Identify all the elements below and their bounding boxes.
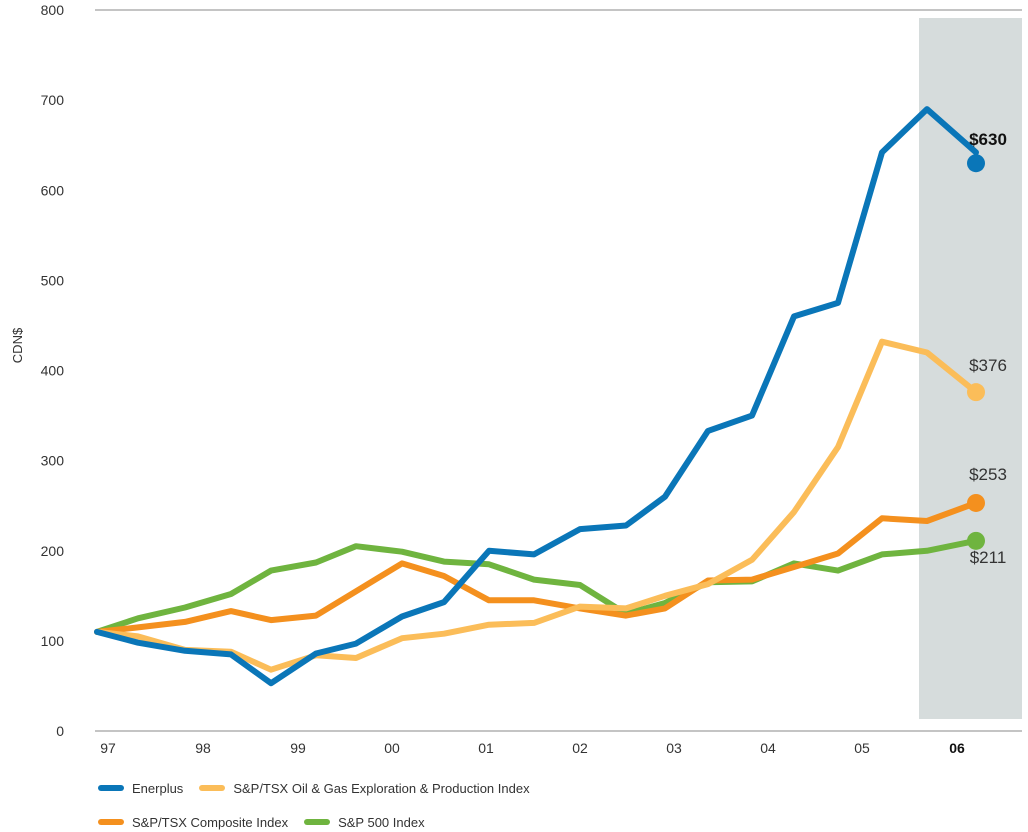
end-label-0: $630	[969, 130, 1007, 149]
legend-swatch-sp500	[304, 819, 331, 825]
x-tick-label: 06	[949, 740, 965, 756]
end-markers	[967, 154, 985, 550]
y-tick-label: 400	[41, 363, 65, 379]
x-tick-label: 00	[384, 740, 400, 756]
highlight-band-2006	[919, 18, 1022, 719]
y-tick-label: 100	[41, 633, 65, 649]
series-line-3	[94, 537, 979, 635]
legend-label-oil-gas: S&P/TSX Oil & Gas Exploration & Producti…	[233, 780, 530, 796]
legend-item-enerplus: Enerplus	[98, 781, 183, 796]
y-axis-label: CDN$	[10, 327, 25, 363]
end-marker-1	[967, 383, 985, 402]
legend-label-enerplus: Enerplus	[132, 780, 184, 796]
series-line-2	[94, 500, 979, 635]
x-tick-label: 03	[666, 740, 682, 756]
legend-swatch-oil-gas	[199, 785, 226, 791]
y-tick-label: 500	[41, 272, 65, 288]
y-axis-ticks: 0 100 200 300 400 500 600 700 800	[41, 2, 65, 739]
series-line-1	[94, 338, 979, 673]
line-chart: 0 100 200 300 400 500 600 700 800 97 98 99 00 01 02 03…	[10, 2, 1022, 756]
legend-row-2: S&P/TSX Composite Index S&P 500 Index	[98, 812, 441, 832]
y-tick-label: 200	[41, 543, 65, 559]
y-tick-label: 700	[41, 92, 65, 108]
x-axis-ticks: 97 98 99 00 01 02 03 04 05 06	[100, 740, 965, 756]
x-tick-label: 04	[760, 740, 776, 756]
legend-item-oil-gas: S&P/TSX Oil & Gas Exploration & Producti…	[199, 780, 530, 796]
legend-item-tsx-composite: S&P/TSX Composite Index	[98, 815, 288, 830]
end-marker-0	[967, 154, 985, 173]
y-tick-label: 0	[56, 723, 64, 739]
end-label-2: $253	[969, 465, 1007, 484]
end-labels: $630 $376 $253 $211	[969, 130, 1007, 567]
y-tick-label: 600	[41, 182, 65, 198]
x-tick-label: 02	[572, 740, 588, 756]
series-line-0	[94, 106, 979, 687]
end-marker-3	[967, 531, 985, 550]
y-tick-label: 300	[41, 453, 65, 469]
x-tick-label: 05	[854, 740, 870, 756]
y-tick-label: 800	[41, 2, 65, 18]
legend-swatch-enerplus	[98, 785, 124, 791]
series-lines	[94, 106, 979, 687]
legend-row-1: Enerplus S&P/TSX Oil & Gas Exploration &…	[98, 778, 546, 798]
legend-swatch-tsx-composite	[98, 819, 124, 825]
x-tick-label: 98	[195, 740, 211, 756]
end-label-3: $211	[970, 548, 1007, 567]
legend-label-tsx-composite: S&P/TSX Composite Index	[132, 814, 289, 830]
end-marker-2	[967, 493, 985, 512]
end-label-1: $376	[969, 356, 1007, 375]
x-tick-label: 99	[290, 740, 306, 756]
x-tick-label: 01	[478, 740, 494, 756]
legend-label-sp500: S&P 500 Index	[338, 814, 425, 830]
x-tick-label: 97	[100, 740, 116, 756]
legend-item-sp500: S&P 500 Index	[304, 815, 425, 830]
